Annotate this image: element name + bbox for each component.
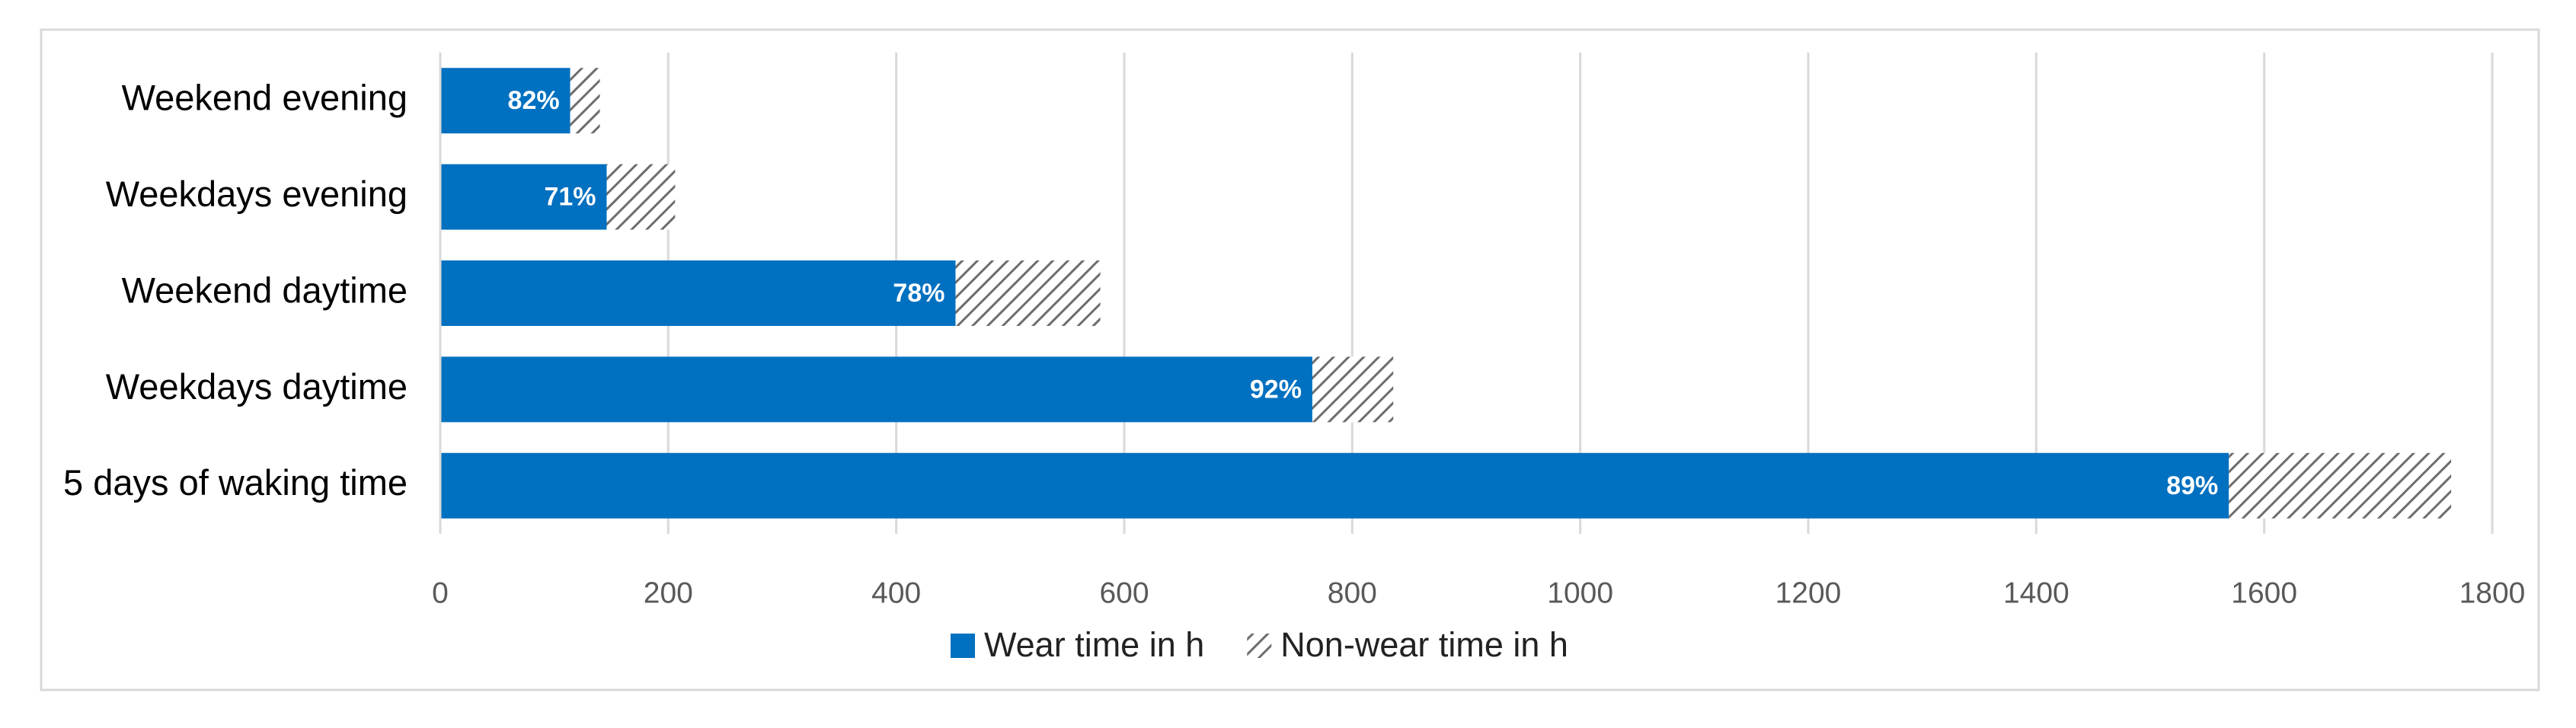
x-tick-label: 200 <box>644 576 693 609</box>
bar-segment <box>570 68 600 134</box>
bar-segment <box>955 260 1101 326</box>
x-tick-label: 0 <box>432 576 449 609</box>
bar-segment <box>1312 356 1394 423</box>
bar-segment <box>606 164 676 230</box>
legend-swatch <box>1247 634 1272 658</box>
category-label: Weekdays daytime <box>106 366 407 407</box>
x-tick-label: 1800 <box>2459 576 2526 609</box>
x-tick-label: 1000 <box>1547 576 1613 609</box>
legend-swatch <box>951 634 975 658</box>
category-label: Weekend daytime <box>122 270 407 310</box>
x-tick-label: 1400 <box>2003 576 2069 609</box>
x-tick-label: 1200 <box>1775 576 1842 609</box>
x-tick-label: 800 <box>1328 576 1377 609</box>
value-label: 92% <box>1250 375 1302 404</box>
category-label: Weekdays evening <box>106 174 407 214</box>
x-tick-label: 1600 <box>2231 576 2297 609</box>
value-label: 78% <box>893 279 944 308</box>
bar-segment <box>2229 452 2452 519</box>
value-label: 82% <box>508 86 560 115</box>
x-tick-label: 400 <box>871 576 921 609</box>
value-label: 89% <box>2166 471 2218 500</box>
legend-label: Non-wear time in h <box>1280 625 1568 664</box>
category-label: 5 days of waking time <box>63 462 407 503</box>
legend-label: Wear time in h <box>984 625 1204 664</box>
bar-segment <box>440 164 607 230</box>
category-label: Weekend evening <box>122 78 407 118</box>
bar-segment <box>440 452 2229 519</box>
x-tick-label: 600 <box>1099 576 1149 609</box>
bar-segment <box>440 356 1312 423</box>
value-label: 71% <box>544 183 596 212</box>
bar-segment <box>440 68 570 134</box>
bar-segment <box>440 260 956 326</box>
